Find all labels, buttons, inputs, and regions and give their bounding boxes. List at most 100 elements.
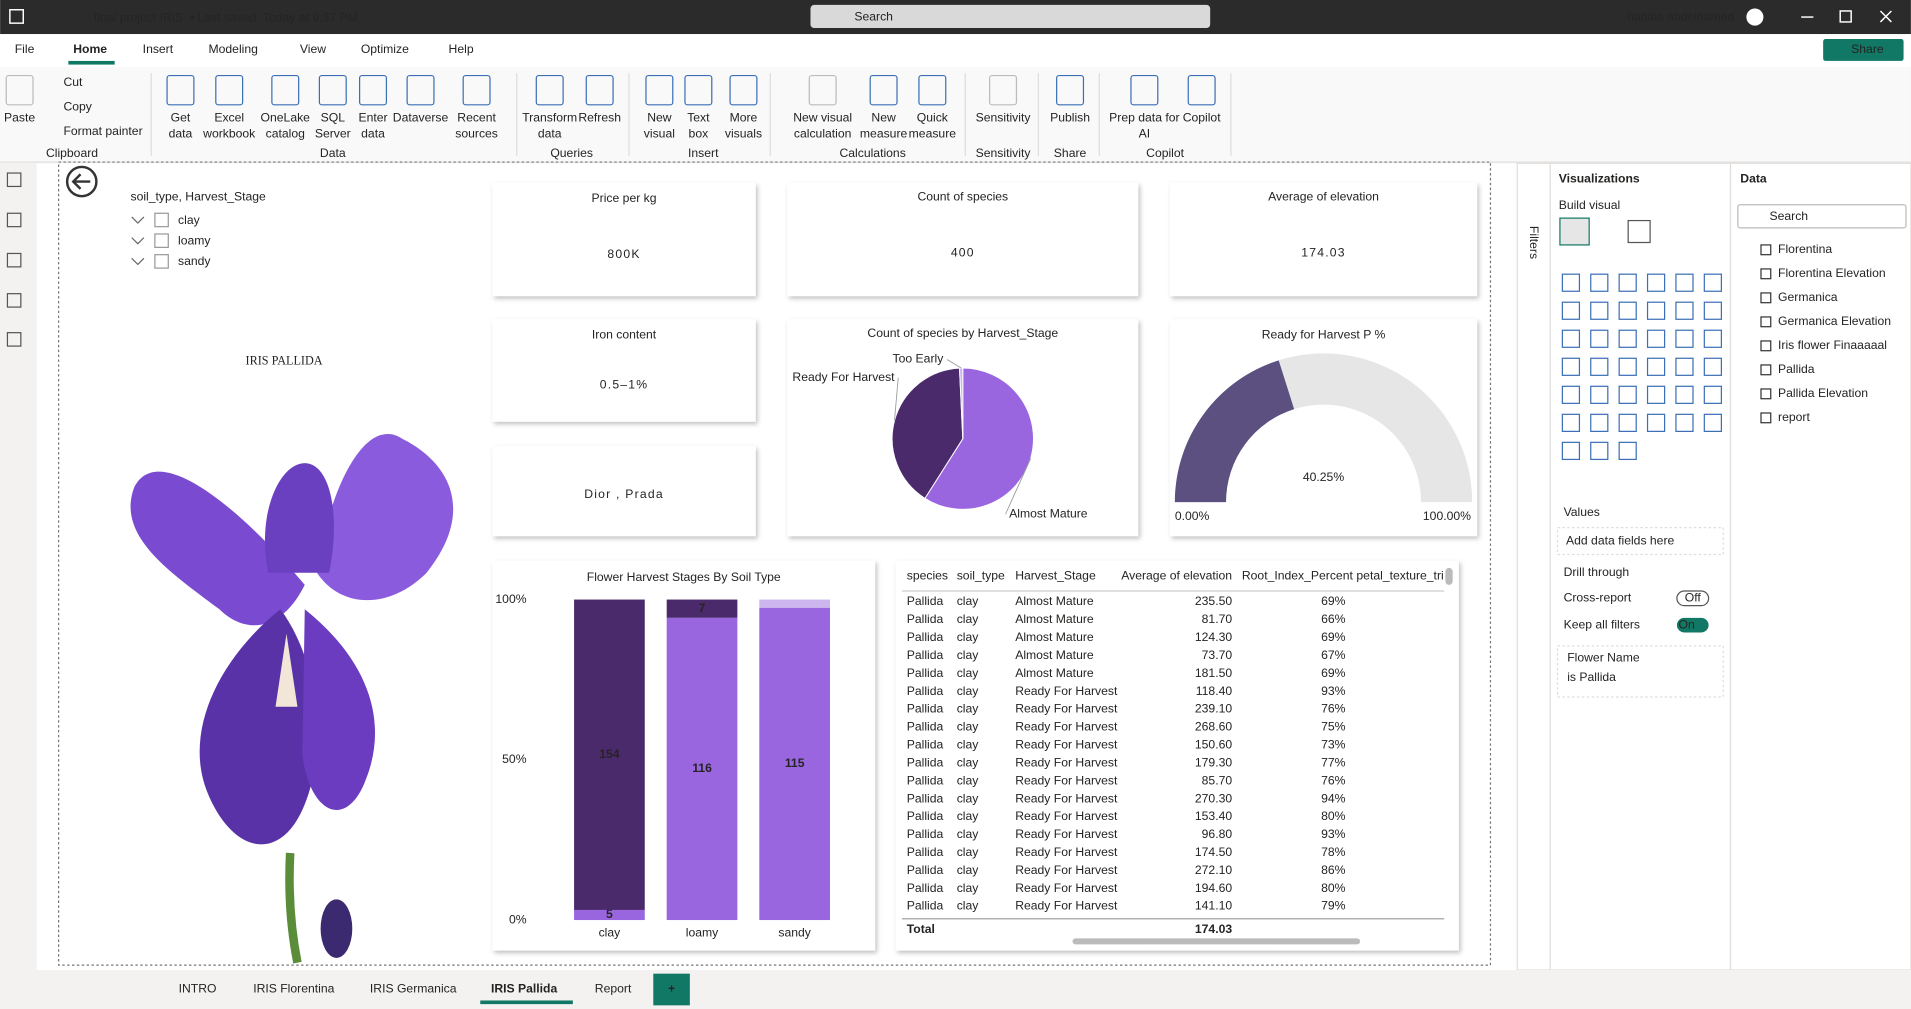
search-box[interactable] [810, 4, 1211, 29]
bar-segment[interactable] [666, 617, 738, 921]
menu-tab[interactable]: View [300, 42, 326, 56]
checkbox[interactable] [154, 233, 169, 248]
page-tab[interactable]: IRIS Pallida [491, 982, 558, 996]
ribbon-item[interactable]: calculation [794, 126, 852, 140]
card[interactable] [1169, 182, 1478, 297]
ribbon-item[interactable]: Quick [917, 110, 949, 124]
ribbon-icon[interactable] [358, 74, 388, 106]
column-header[interactable]: petal_texture_tri [1356, 569, 1443, 583]
column-header[interactable]: species [907, 569, 948, 583]
ribbon-item[interactable]: visual [644, 126, 675, 140]
ribbon-item[interactable]: New [871, 110, 896, 124]
visual-type-icon[interactable] [1675, 329, 1694, 348]
visual-type-icon[interactable] [1675, 301, 1694, 320]
slicer-option[interactable]: sandy [178, 254, 211, 268]
visual-type-icon[interactable] [1561, 301, 1581, 320]
visual-type-icon[interactable] [1561, 413, 1581, 432]
share-label[interactable]: Share [1851, 42, 1884, 56]
visual-type-icon[interactable] [1618, 273, 1637, 292]
scrollbar[interactable] [1072, 938, 1361, 945]
visual-type-icon[interactable] [1703, 385, 1722, 404]
bar-segment[interactable] [574, 599, 645, 910]
ribbon-icon[interactable] [271, 74, 300, 106]
ribbon-item[interactable]: New visual [793, 110, 852, 124]
ribbon-item[interactable]: Server [315, 126, 351, 140]
menu-tab[interactable]: Home [73, 42, 107, 56]
nav-icons[interactable] [6, 172, 22, 347]
checkbox[interactable] [154, 254, 169, 269]
visual-type-icon[interactable] [1646, 385, 1666, 404]
ribbon-icon[interactable] [989, 74, 1018, 106]
gauge-fill[interactable] [1174, 360, 1295, 503]
ribbon-item[interactable]: data [538, 126, 562, 140]
ribbon-item[interactable]: Cut [63, 75, 83, 89]
ribbon-icon[interactable] [318, 74, 347, 106]
visual-type-icon[interactable] [1703, 413, 1722, 432]
ribbon-item[interactable]: Refresh [578, 110, 621, 124]
ribbon-icon[interactable] [808, 74, 837, 106]
ribbon-icon[interactable] [215, 74, 244, 106]
menu-tab[interactable]: Insert [143, 42, 174, 56]
table-name[interactable]: Germanica [1778, 290, 1838, 304]
visual-type-icon[interactable] [1675, 357, 1694, 376]
visual-type-icon[interactable] [1675, 385, 1694, 404]
ribbon-item[interactable]: Enter [358, 110, 387, 124]
ribbon-item[interactable]: Get [171, 110, 191, 124]
card[interactable] [492, 182, 756, 297]
scrollbar[interactable] [1445, 567, 1453, 585]
column-header[interactable]: soil_type [957, 569, 1005, 583]
data-search[interactable] [1737, 204, 1907, 229]
ribbon-icon[interactable] [729, 74, 758, 106]
add-page[interactable]: + [668, 982, 675, 996]
visual-type-icon[interactable] [1618, 357, 1637, 376]
ribbon-item[interactable]: data [169, 126, 193, 140]
menu-tab[interactable]: File [15, 42, 35, 56]
add-page-button[interactable] [653, 973, 690, 1006]
bar-segment[interactable] [666, 599, 738, 618]
page-tab[interactable]: Report [595, 982, 632, 996]
ribbon-item[interactable]: catalog [266, 126, 305, 140]
column-header[interactable]: Average of elevation [1121, 569, 1232, 583]
ribbon-item[interactable]: box [689, 126, 709, 140]
visual-type-icon[interactable] [1590, 441, 1609, 461]
visual-type-icon[interactable] [1590, 413, 1609, 432]
column-header[interactable]: Harvest_Stage [1015, 569, 1096, 583]
avatar[interactable] [1746, 8, 1764, 26]
bar-segment[interactable] [759, 599, 830, 608]
search-placeholder[interactable]: Search [1770, 209, 1809, 223]
format-tab[interactable] [1627, 219, 1651, 244]
ribbon-item[interactable]: Dataverse [393, 110, 449, 124]
visual-type-icon[interactable] [1703, 273, 1722, 292]
visual-type-icon[interactable] [1675, 413, 1694, 432]
menu-tab[interactable]: Help [449, 42, 474, 56]
ribbon-item[interactable]: AI [1139, 126, 1151, 140]
ribbon-item[interactable]: sources [455, 126, 498, 140]
menu-tab[interactable]: Modeling [208, 42, 257, 56]
toggle[interactable] [1676, 590, 1710, 607]
ribbon-icon[interactable] [462, 74, 491, 106]
slicer-option[interactable]: clay [178, 213, 201, 227]
ribbon-icon[interactable] [166, 74, 195, 106]
ribbon-item[interactable]: measure [860, 126, 908, 140]
table-name[interactable]: report [1778, 410, 1810, 424]
expand-chevron[interactable] [131, 237, 145, 245]
ribbon-item[interactable]: measure [909, 126, 957, 140]
filters-title[interactable]: Filters [1527, 226, 1541, 259]
search-placeholder[interactable]: Search [854, 9, 893, 23]
filter-card[interactable] [1556, 645, 1724, 698]
ribbon-item[interactable]: visuals [725, 126, 762, 140]
visual-type-icon[interactable] [1646, 329, 1666, 348]
field-well[interactable] [1556, 527, 1724, 556]
ribbon-item[interactable]: More [730, 110, 758, 124]
visual-type-icon[interactable] [1590, 329, 1609, 348]
share-button[interactable] [1823, 38, 1904, 61]
page-tab[interactable]: IRIS Germanica [370, 982, 457, 996]
checkbox[interactable] [154, 212, 169, 228]
visual-type-icon[interactable] [1561, 385, 1581, 404]
card[interactable] [787, 182, 1139, 297]
ribbon-item[interactable]: New [647, 110, 672, 124]
visual-type-icon[interactable] [1590, 301, 1609, 320]
ribbon-item[interactable]: Excel [214, 110, 244, 124]
expand-chevron[interactable] [131, 216, 145, 224]
card[interactable] [492, 319, 756, 422]
